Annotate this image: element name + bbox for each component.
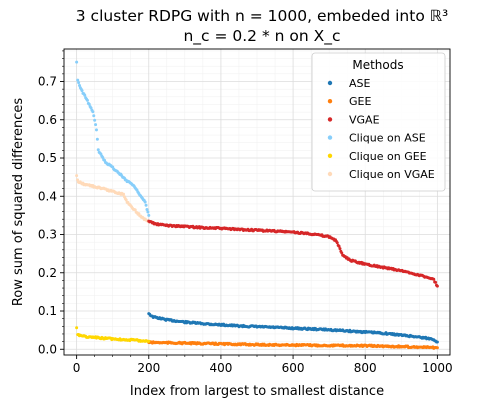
data-point [92,114,96,118]
legend-label: Clique on VGAE [349,168,435,181]
x-tick-label: 800 [354,361,377,375]
series-clique-on-gee [75,326,151,343]
data-point [93,118,97,122]
y-tick-label: 0.7 [38,75,57,89]
data-point [95,137,99,141]
legend-item: VGAE [327,113,380,126]
y-tick-label: 0.4 [38,189,57,203]
series-gee [147,340,439,350]
y-axis-ticks: 0.0 0.1 0.2 0.3 0.4 0.5 0.6 0.7 [38,50,64,356]
data-point [435,284,439,288]
y-tick-label: 0.1 [38,304,57,318]
data-point [335,241,339,245]
data-point [143,200,147,204]
legend-item: Clique on GEE [327,150,427,163]
x-tick-label: 1000 [422,361,453,375]
x-tick-label: 200 [137,361,160,375]
data-point [75,60,79,64]
legend-label: ASE [349,77,371,90]
x-tick-label: 0 [73,361,81,375]
data-point [77,81,81,85]
legend-marker [327,135,333,140]
x-tick-label: 600 [282,361,305,375]
legend-marker [327,80,333,86]
legend-label: Clique on GEE [349,150,427,163]
data-point [83,93,87,97]
data-point [337,244,341,248]
y-tick-label: 0.0 [38,342,57,356]
legend-item: Clique on VGAE [327,168,435,181]
legend-marker [327,171,333,177]
series-ase [147,312,439,344]
x-axis-ticks: 0 200 400 600 800 1000 [73,355,453,375]
legend: Methods ASE GEE VGAE Clique on ASE Clique on… [311,52,446,192]
y-axis-label: Row sum of squared differences [11,98,26,307]
data-point [80,89,84,93]
data-point [147,339,151,343]
data-point [89,106,93,110]
y-tick-label: 0.5 [38,151,57,165]
data-point [124,198,128,202]
y-tick-label: 0.6 [38,113,57,127]
series-vgae [147,219,439,288]
data-point [145,207,149,211]
x-tick-label: 400 [209,361,232,375]
chart-title-line1: 3 cluster RDPG with n = 1000, embeded in… [76,7,448,25]
data-point [75,174,79,178]
data-point [435,340,439,344]
data-point [94,128,98,132]
legend-item: ASE [327,77,371,90]
chart-title-line2: n_c = 0.2 * n on X_c [183,27,340,46]
data-point [91,110,95,114]
series-clique-on-ase [75,60,151,217]
data-point [434,280,438,284]
data-point [75,326,79,330]
legend-label: Clique on ASE [349,132,426,145]
data-point [76,78,80,82]
legend-marker [327,117,333,122]
data-point [96,148,100,152]
legend-marker [327,153,333,158]
legend-label: VGAE [349,113,380,126]
data-point [432,277,436,281]
data-point [147,213,151,217]
data-point [146,210,150,214]
legend-label: GEE [349,95,371,108]
data-point [435,346,439,350]
data-point [144,203,148,207]
legend-items: ASE GEE VGAE Clique on ASE Clique on GEE Cliq… [327,77,435,181]
data-point [338,247,342,251]
y-tick-label: 0.3 [38,228,57,242]
data-point [87,102,91,106]
legend-box [311,52,446,192]
x-axis-label: Index from largest to smallest distance [130,384,384,399]
data-point [85,98,89,102]
data-point [133,208,137,212]
data-point [78,83,82,87]
data-point [94,123,98,127]
legend-marker [327,99,333,104]
legend-title: Methods [352,58,403,72]
y-tick-label: 0.2 [38,266,57,280]
legend-item: Clique on ASE [327,132,426,145]
data-points-layer [75,60,439,350]
legend-item: GEE [327,95,371,108]
data-point [122,192,126,196]
